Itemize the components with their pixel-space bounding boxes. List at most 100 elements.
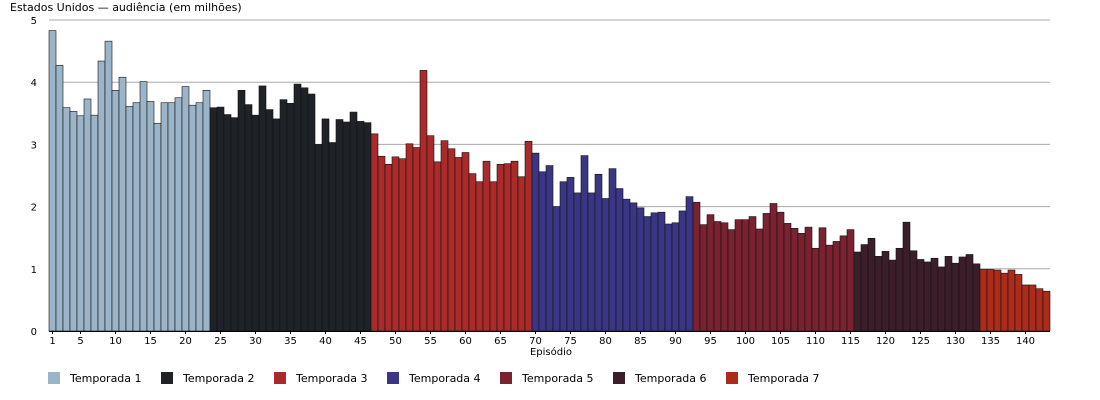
- bar-episode-117: [860, 244, 869, 332]
- bar-episode-133: [972, 263, 981, 332]
- bar-episode-58: [447, 148, 456, 332]
- x-tick-label: 20: [179, 336, 192, 347]
- y-tick-label: 0: [31, 327, 37, 338]
- legend: Temporada 1 Temporada 2 Temporada 3 Tempora…: [48, 372, 820, 385]
- bar-episode-81: [608, 168, 617, 332]
- bar-episode-33: [272, 118, 281, 332]
- bar-episode-116: [853, 251, 862, 332]
- bar-episode-96: [713, 221, 722, 332]
- x-tick-label: 65: [494, 336, 507, 347]
- bar-episode-10: [111, 89, 120, 332]
- bar-episode-137: [1000, 272, 1009, 332]
- bar-episode-32: [265, 109, 274, 332]
- bar-episode-91: [678, 210, 687, 332]
- bar-episode-110: [811, 247, 820, 332]
- bar-episode-50: [391, 156, 400, 332]
- bar-episode-66: [503, 163, 512, 332]
- bar-episode-107: [790, 228, 799, 332]
- bar-episode-37: [300, 87, 309, 332]
- bar-episode-35: [286, 103, 295, 332]
- bar-episode-126: [923, 261, 932, 332]
- bar-episode-134: [979, 269, 988, 332]
- bar-episode-42: [335, 119, 344, 332]
- bar-episode-101: [748, 216, 757, 332]
- bar-episode-8: [97, 60, 106, 332]
- bar-episode-52: [405, 143, 414, 332]
- bar-episode-74: [559, 181, 568, 332]
- bar-episode-18: [167, 102, 176, 332]
- bar-episode-72: [545, 165, 554, 332]
- bar-episode-14: [139, 81, 148, 332]
- bar-episode-69: [524, 140, 533, 332]
- bar-episode-13: [132, 102, 141, 332]
- x-tick-label: 45: [354, 336, 367, 347]
- legend-swatch: [274, 372, 286, 384]
- bar-episode-41: [328, 142, 337, 332]
- bar-episode-92: [685, 196, 694, 332]
- bar-episode-31: [258, 85, 267, 332]
- bar-episode-39: [314, 144, 323, 332]
- x-tick-label: 140: [1016, 336, 1035, 347]
- bar-episode-4: [69, 111, 78, 332]
- bar-episode-38: [307, 93, 316, 332]
- bar-episode-6: [83, 98, 92, 332]
- legend-label: Temporada 6: [634, 372, 707, 385]
- legend-label: Temporada 1: [69, 372, 142, 385]
- bar-episode-104: [769, 203, 778, 332]
- bar-episode-71: [538, 171, 547, 332]
- bar-episode-102: [755, 228, 764, 332]
- x-axis-ticks: 1 5 10 15 20 25 30 35 40 45 50 55 60 65 70 75 80 85 90 95 10…: [49, 331, 1035, 347]
- y-tick-label: 5: [31, 16, 37, 27]
- bar-episode-27: [230, 117, 239, 332]
- bar-episode-109: [804, 226, 813, 332]
- bar-episode-19: [174, 97, 183, 332]
- x-axis-label: Episódio: [530, 346, 572, 358]
- bar-episode-90: [671, 222, 680, 332]
- bar-episode-17: [160, 102, 169, 332]
- bar-episode-26: [223, 114, 232, 332]
- bar-episode-28: [237, 89, 246, 332]
- x-tick-label: 10: [109, 336, 122, 347]
- bar-episode-131: [958, 256, 967, 332]
- x-tick-label: 85: [634, 336, 647, 347]
- bar-episode-82: [615, 188, 624, 332]
- bar-episode-103: [762, 213, 771, 332]
- bar-episode-122: [895, 247, 904, 332]
- bar-episode-21: [188, 104, 197, 332]
- x-tick-label: 30: [249, 336, 262, 347]
- bar-episode-65: [496, 164, 505, 332]
- x-tick-label: 55: [424, 336, 437, 347]
- bar-episode-78: [587, 192, 596, 332]
- bar-episode-125: [916, 259, 925, 332]
- x-tick-label: 25: [214, 336, 227, 347]
- legend-label: Temporada 4: [408, 372, 481, 385]
- bar-episode-121: [888, 259, 897, 332]
- x-tick-label: 5: [77, 336, 83, 347]
- bar-episode-139: [1014, 274, 1023, 332]
- bar-episode-53: [412, 147, 421, 332]
- bar-episode-48: [377, 155, 386, 332]
- legend-swatch: [500, 372, 512, 384]
- bar-episode-22: [195, 102, 204, 332]
- bar-episode-51: [398, 158, 407, 332]
- bar-episode-3: [62, 107, 71, 332]
- bar-episode-106: [783, 223, 792, 332]
- bar-episode-70: [531, 152, 540, 332]
- x-tick-label: 125: [911, 336, 930, 347]
- bar-episode-85: [636, 207, 645, 332]
- x-tick-label: 15: [144, 336, 157, 347]
- bar-episode-12: [125, 106, 134, 332]
- bar-episode-87: [650, 212, 659, 332]
- bar-episode-20: [181, 86, 190, 332]
- x-tick-label: 135: [981, 336, 1000, 347]
- bar-episode-80: [601, 198, 610, 332]
- bars-group: [48, 30, 1051, 332]
- bar-episode-112: [825, 244, 834, 332]
- bar-episode-132: [965, 254, 974, 332]
- bar-episode-77: [580, 155, 589, 332]
- bar-episode-67: [510, 160, 519, 332]
- x-tick-label: 60: [459, 336, 472, 347]
- x-tick-label: 90: [669, 336, 682, 347]
- bar-episode-54: [419, 70, 428, 332]
- bar-episode-5: [76, 115, 85, 332]
